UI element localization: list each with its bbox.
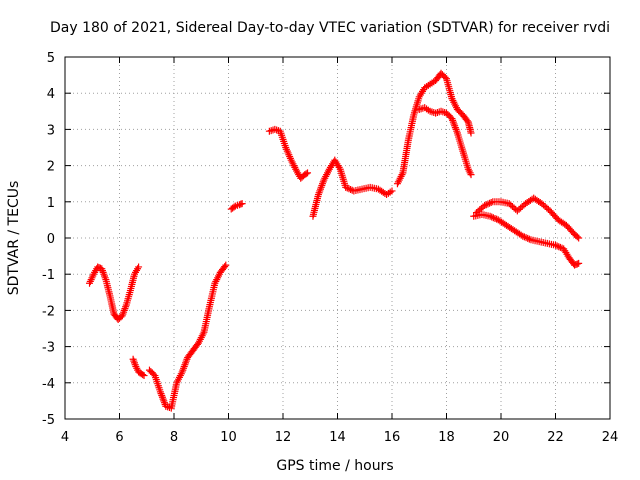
data-point bbox=[575, 259, 583, 267]
data-point bbox=[343, 184, 351, 192]
data-point bbox=[342, 183, 350, 191]
series-arc-3 bbox=[145, 261, 230, 412]
data-point bbox=[271, 125, 279, 133]
data-point bbox=[419, 104, 427, 112]
data-point bbox=[221, 263, 229, 271]
x-tick-labels: 4 6 8 10 12 14 16 18 20 22 24 bbox=[61, 430, 618, 445]
y-tick-label: 4 bbox=[47, 87, 55, 102]
data-point bbox=[520, 233, 528, 241]
series-arc-6 bbox=[309, 156, 396, 220]
y-axis-label: SDTVAR / TECUs bbox=[6, 181, 22, 296]
data-point bbox=[524, 234, 532, 242]
data-point bbox=[437, 107, 445, 115]
data-point bbox=[482, 201, 490, 209]
data-point bbox=[544, 205, 552, 213]
x-tick-label: 14 bbox=[329, 430, 346, 445]
data-point bbox=[347, 185, 355, 193]
x-tick-label: 4 bbox=[61, 430, 69, 445]
data-point bbox=[139, 371, 147, 379]
data-point bbox=[487, 199, 495, 207]
x-tick-label: 20 bbox=[493, 430, 510, 445]
data-point bbox=[388, 187, 396, 195]
x-tick-label: 16 bbox=[384, 430, 401, 445]
chart-title: Day 180 of 2021, Sidereal Day-to-day VTE… bbox=[50, 20, 610, 36]
axis-ticks bbox=[64, 56, 611, 420]
series-arc-2 bbox=[129, 355, 148, 380]
data-point bbox=[491, 214, 499, 222]
data-point bbox=[345, 185, 353, 193]
data-point bbox=[486, 199, 494, 207]
data-point bbox=[484, 200, 492, 208]
data-point bbox=[488, 213, 496, 221]
y-tick-label: 2 bbox=[47, 160, 55, 175]
y-tick-label: -2 bbox=[42, 304, 55, 319]
series-arc-7 bbox=[393, 69, 475, 188]
data-point bbox=[432, 109, 440, 117]
data-point bbox=[486, 212, 494, 220]
data-point bbox=[519, 232, 527, 240]
data-point bbox=[238, 200, 246, 208]
x-tick-label: 6 bbox=[115, 430, 123, 445]
x-tick-label: 12 bbox=[275, 430, 292, 445]
y-tick-labels: -5 -4 -3 -2 -1 0 1 2 3 4 5 bbox=[42, 51, 55, 428]
x-tick-label: 18 bbox=[438, 430, 455, 445]
y-tick-label: -5 bbox=[42, 413, 55, 428]
series-arc-4 bbox=[227, 200, 246, 213]
y-tick-label: 1 bbox=[47, 196, 55, 211]
y-tick-label: 0 bbox=[47, 232, 55, 247]
data-point bbox=[573, 233, 581, 241]
x-tick-label: 24 bbox=[602, 430, 619, 445]
data-point bbox=[525, 235, 533, 243]
x-tick-label: 22 bbox=[547, 430, 564, 445]
x-tick-label: 8 bbox=[170, 430, 178, 445]
series-arc-9 bbox=[472, 194, 583, 242]
grid-lines bbox=[65, 57, 610, 419]
data-point bbox=[222, 261, 230, 269]
data-point bbox=[273, 126, 281, 134]
data-point bbox=[522, 234, 530, 242]
series-arc-1 bbox=[86, 263, 143, 323]
data-point bbox=[575, 234, 583, 242]
data-point bbox=[463, 117, 471, 125]
data-point bbox=[467, 171, 475, 179]
data-point bbox=[481, 201, 489, 209]
data-point bbox=[135, 263, 143, 271]
y-tick-label: -3 bbox=[42, 341, 55, 356]
x-tick-label: 10 bbox=[220, 430, 237, 445]
data-point bbox=[489, 214, 497, 222]
data-point bbox=[555, 243, 563, 251]
data-point bbox=[467, 129, 475, 137]
y-tick-label: -1 bbox=[42, 268, 55, 283]
x-axis-label: GPS time / hours bbox=[276, 458, 393, 474]
data-point bbox=[265, 127, 273, 135]
data-point bbox=[553, 242, 561, 250]
data-point bbox=[267, 127, 275, 135]
data-point bbox=[304, 169, 312, 177]
y-tick-label: -4 bbox=[42, 377, 55, 392]
data-point bbox=[140, 372, 148, 380]
data-point bbox=[556, 243, 564, 251]
series-arc-5 bbox=[265, 125, 312, 182]
data-points bbox=[86, 69, 583, 412]
series-arc-10 bbox=[470, 210, 583, 269]
y-tick-label: 5 bbox=[47, 51, 55, 66]
series-arc-8 bbox=[415, 104, 475, 179]
data-point bbox=[302, 170, 310, 178]
y-tick-label: 3 bbox=[47, 123, 55, 138]
data-point bbox=[573, 260, 581, 268]
data-point bbox=[230, 203, 238, 211]
data-point bbox=[433, 109, 441, 117]
data-point bbox=[552, 241, 559, 249]
